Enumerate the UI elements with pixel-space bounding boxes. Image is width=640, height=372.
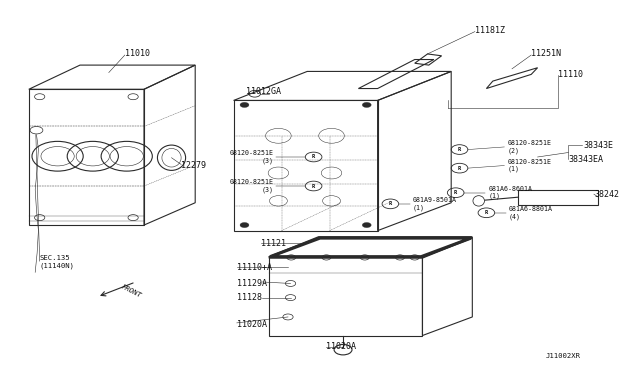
Text: R: R — [312, 183, 315, 189]
Text: 08120-8251E
(1): 08120-8251E (1) — [508, 159, 552, 172]
Text: 38343E: 38343E — [584, 141, 614, 150]
Text: 11110: 11110 — [558, 70, 583, 79]
Text: FRONT: FRONT — [120, 283, 143, 299]
Text: 11121: 11121 — [261, 239, 286, 248]
Text: 081A6-8801A
(4): 081A6-8801A (4) — [509, 206, 553, 219]
Circle shape — [240, 102, 249, 108]
Text: 38242: 38242 — [594, 190, 619, 199]
Text: 11110+A: 11110+A — [237, 263, 272, 272]
Text: R: R — [454, 190, 457, 195]
Text: 11181Z: 11181Z — [475, 26, 505, 35]
Text: 11012GA: 11012GA — [246, 87, 282, 96]
Text: R: R — [458, 166, 461, 171]
Text: 081A6-8601A
(1): 081A6-8601A (1) — [488, 186, 532, 199]
Text: 11020A: 11020A — [326, 342, 356, 351]
Text: R: R — [312, 154, 315, 160]
Text: 08120-8251E
(2): 08120-8251E (2) — [508, 140, 552, 154]
Text: R: R — [485, 210, 488, 215]
Circle shape — [362, 102, 371, 108]
Text: R: R — [458, 147, 461, 152]
Text: 11020A: 11020A — [237, 320, 267, 329]
Text: 12279: 12279 — [181, 161, 206, 170]
Text: J11002XR: J11002XR — [546, 353, 581, 359]
Text: 081A9-8501A
(1): 081A9-8501A (1) — [413, 197, 457, 211]
Text: SEC.135
(11140N): SEC.135 (11140N) — [40, 255, 75, 269]
Text: 08120-8251E
(3): 08120-8251E (3) — [229, 150, 273, 164]
Text: 08120-8251E
(3): 08120-8251E (3) — [229, 179, 273, 193]
Text: 11251N: 11251N — [531, 49, 561, 58]
Text: 11128: 11128 — [237, 293, 262, 302]
Text: 38343EA: 38343EA — [568, 155, 604, 164]
Text: R: R — [389, 201, 392, 206]
Circle shape — [362, 222, 371, 228]
Text: 11010: 11010 — [125, 49, 150, 58]
Text: 11129A: 11129A — [237, 279, 267, 288]
Circle shape — [240, 222, 249, 228]
